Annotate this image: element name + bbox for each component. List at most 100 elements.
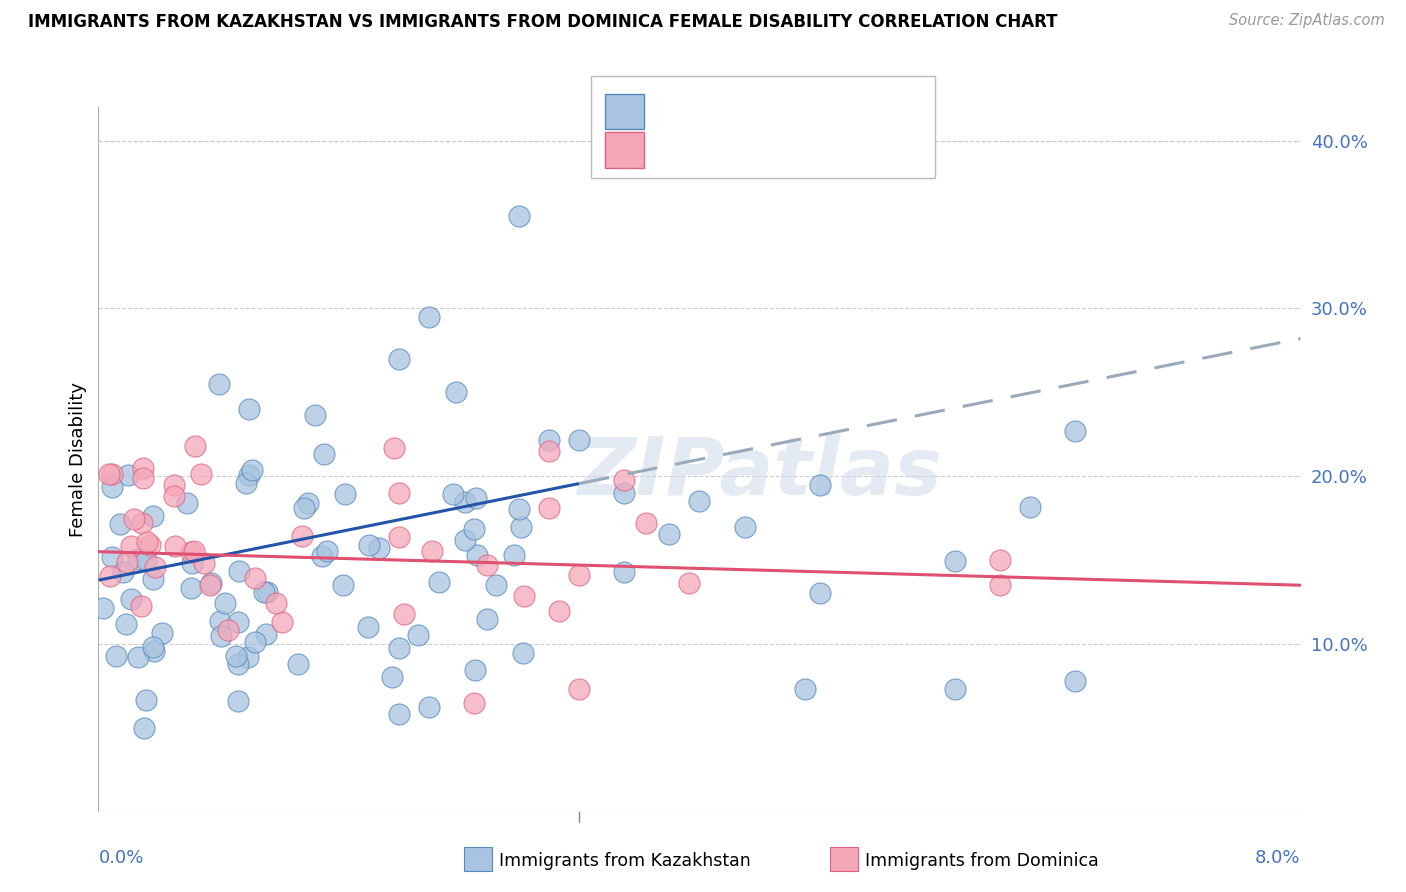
Point — [508, 502, 530, 516]
Text: N =: N = — [792, 103, 825, 120]
Point — [104, 649, 127, 664]
Point — [120, 592, 142, 607]
Point — [114, 616, 136, 631]
Point — [538, 500, 561, 515]
Point — [142, 644, 165, 658]
Point — [463, 696, 485, 710]
Point — [117, 467, 139, 482]
Point — [287, 657, 309, 672]
Y-axis label: Female Disability: Female Disability — [69, 382, 87, 537]
Point — [381, 670, 404, 684]
Point — [127, 649, 149, 664]
Point — [162, 477, 184, 491]
Point — [332, 578, 354, 592]
Point — [238, 468, 260, 483]
Point — [142, 572, 165, 586]
Text: -0.055: -0.055 — [704, 141, 769, 159]
Point — [134, 721, 156, 735]
Point — [98, 569, 121, 583]
Point — [226, 657, 249, 671]
Text: 0.0%: 0.0% — [98, 848, 143, 867]
Point — [271, 615, 294, 629]
Text: Immigrants from Kazakhstan: Immigrants from Kazakhstan — [499, 852, 751, 870]
Point — [444, 384, 467, 399]
Point — [135, 552, 157, 566]
Point — [658, 527, 681, 541]
Point — [734, 520, 756, 534]
Point — [510, 520, 533, 534]
Point — [101, 550, 124, 565]
Text: Source: ZipAtlas.com: Source: ZipAtlas.com — [1229, 13, 1385, 29]
Text: Immigrants from Dominica: Immigrants from Dominica — [865, 852, 1098, 870]
Point — [240, 463, 263, 477]
Point — [454, 533, 477, 547]
Point — [464, 491, 486, 505]
Point — [382, 441, 405, 455]
Point — [988, 578, 1011, 592]
Point — [388, 351, 411, 366]
Point — [91, 601, 114, 615]
Point — [406, 628, 429, 642]
Point — [180, 557, 202, 571]
Text: R =: R = — [658, 103, 692, 120]
Point — [316, 544, 339, 558]
Point — [1064, 673, 1087, 688]
Point — [568, 433, 591, 447]
Point — [139, 538, 162, 552]
Point — [678, 576, 700, 591]
Point — [475, 558, 498, 573]
Point — [508, 209, 530, 223]
Point — [245, 635, 267, 649]
Point — [193, 557, 215, 571]
Point — [463, 522, 485, 536]
Point — [485, 578, 508, 592]
Point — [475, 612, 498, 626]
Point — [135, 693, 157, 707]
Point — [228, 565, 250, 579]
Point — [98, 467, 121, 481]
Point — [226, 694, 249, 708]
Point — [127, 551, 149, 566]
Point — [808, 477, 831, 491]
Point — [162, 490, 184, 504]
Point — [256, 585, 278, 599]
Point — [513, 589, 536, 603]
Point — [1064, 424, 1087, 438]
Point — [253, 585, 276, 599]
Point — [392, 607, 415, 621]
Point — [226, 615, 249, 629]
Point — [254, 626, 277, 640]
Point — [312, 447, 335, 461]
Point — [190, 467, 212, 482]
Point — [367, 541, 389, 555]
Point — [176, 496, 198, 510]
Point — [129, 599, 152, 613]
Point — [464, 663, 486, 677]
Point — [613, 486, 636, 500]
Point — [291, 529, 314, 543]
Point — [418, 699, 440, 714]
Point — [225, 648, 247, 663]
Point — [427, 574, 450, 589]
Point — [420, 543, 443, 558]
Point — [335, 487, 357, 501]
Point — [388, 640, 411, 655]
Text: N =: N = — [792, 141, 825, 159]
Point — [198, 578, 221, 592]
Point — [988, 552, 1011, 566]
Point — [388, 530, 411, 544]
Point — [1019, 500, 1042, 514]
Point — [388, 486, 411, 500]
Point — [467, 548, 489, 562]
Point — [214, 597, 236, 611]
Text: 91: 91 — [841, 103, 866, 120]
Text: IMMIGRANTS FROM KAZAKHSTAN VS IMMIGRANTS FROM DOMINICA FEMALE DISABILITY CORRELA: IMMIGRANTS FROM KAZAKHSTAN VS IMMIGRANTS… — [28, 13, 1057, 31]
Point — [441, 487, 464, 501]
Point — [145, 560, 167, 574]
Point — [131, 516, 153, 530]
Point — [297, 496, 319, 510]
Point — [243, 571, 266, 585]
Point — [538, 434, 561, 448]
Point — [117, 555, 139, 569]
Point — [689, 494, 711, 508]
